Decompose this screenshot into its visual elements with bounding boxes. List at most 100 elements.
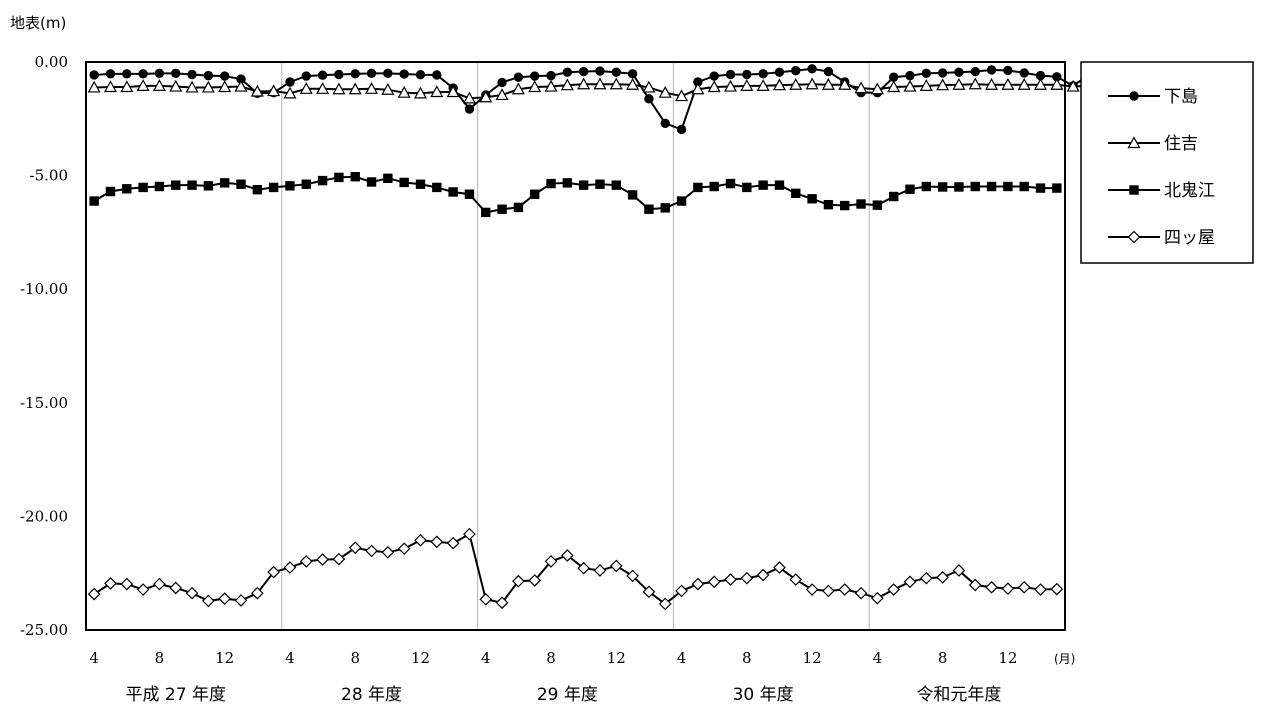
data-point	[203, 70, 214, 81]
data-point	[822, 584, 835, 598]
data-point	[463, 527, 476, 541]
fiscal-year-label: 30 年度	[733, 685, 794, 705]
data-point	[202, 594, 215, 608]
data-point	[821, 77, 835, 90]
data-point	[1003, 181, 1013, 192]
data-point	[317, 175, 328, 186]
data-point	[562, 178, 573, 188]
data-point	[219, 71, 230, 81]
x-tick-label: 8	[938, 649, 948, 667]
data-point	[937, 182, 948, 192]
data-point	[968, 578, 982, 592]
data-point	[1034, 77, 1048, 90]
data-point	[187, 69, 197, 80]
data-point	[285, 181, 295, 191]
data-point	[642, 585, 656, 599]
data-point	[497, 204, 507, 214]
data-point	[299, 555, 313, 568]
data-point	[725, 69, 736, 80]
data-point	[267, 84, 281, 97]
data-point	[1127, 136, 1141, 149]
data-point	[1050, 77, 1064, 90]
data-point	[154, 181, 165, 192]
data-point	[381, 82, 395, 95]
data-point	[185, 586, 199, 600]
data-point	[709, 181, 719, 192]
data-point	[578, 66, 589, 77]
x-axis-ticks: 4 8 12 4 8 12 4 8 12 4 8 12 4 8 12	[89, 649, 1017, 667]
data-point	[985, 77, 999, 90]
data-point	[888, 72, 899, 82]
data-point	[854, 81, 868, 94]
data-point	[136, 583, 150, 596]
data-point	[774, 180, 785, 190]
data-point	[544, 555, 558, 568]
data-point	[87, 80, 101, 93]
data-point	[283, 86, 297, 99]
data-point	[366, 177, 377, 187]
data-point	[823, 66, 834, 77]
x-tick-label: 4	[677, 649, 687, 667]
data-point	[122, 69, 132, 79]
data-point	[201, 80, 215, 93]
data-point	[87, 587, 101, 601]
data-point	[122, 184, 132, 194]
data-point	[1127, 230, 1141, 244]
data-point	[464, 104, 475, 114]
data-point	[756, 79, 770, 91]
data-point	[152, 79, 166, 91]
data-point	[546, 178, 556, 189]
data-point	[446, 536, 460, 550]
data-point	[136, 79, 150, 91]
data-point	[807, 64, 817, 74]
data-point	[725, 178, 736, 189]
data-point	[740, 79, 754, 91]
data-point	[285, 77, 295, 87]
data-point	[1019, 181, 1029, 192]
data-point	[138, 182, 148, 193]
data-point	[185, 80, 199, 93]
data-point	[691, 577, 705, 591]
data-point	[791, 65, 801, 76]
data-point	[1003, 65, 1013, 76]
data-point	[871, 591, 884, 605]
legend-item: 住吉	[1108, 134, 1198, 154]
x-tick-label: 12	[607, 649, 626, 667]
data-point	[970, 66, 980, 77]
legend-label: 四ッ屋	[1164, 228, 1215, 248]
data-point	[171, 180, 181, 190]
data-point	[675, 89, 689, 102]
data-point	[658, 597, 672, 611]
x-tick-label: 4	[89, 649, 99, 667]
legend-item: 四ッ屋	[1108, 228, 1215, 248]
data-point	[301, 179, 311, 189]
x-tick-label: 4	[873, 649, 883, 667]
data-point	[481, 207, 491, 218]
data-point	[578, 180, 589, 190]
data-point	[250, 84, 264, 97]
data-point	[218, 592, 232, 605]
data-point	[903, 575, 917, 589]
data-point	[332, 552, 346, 566]
data-point	[1066, 79, 1080, 92]
data-point	[838, 77, 852, 90]
data-point	[430, 535, 444, 549]
data-point	[399, 69, 409, 79]
data-point	[1035, 183, 1046, 193]
data-point	[740, 571, 754, 585]
data-point	[399, 177, 409, 188]
data-point	[595, 179, 605, 189]
data-point	[627, 69, 638, 79]
data-point	[120, 80, 134, 93]
data-point	[530, 71, 540, 81]
y-axis-label: 地表(m)	[10, 14, 66, 32]
y-tick-label: -25.00	[20, 621, 68, 639]
data-point	[838, 583, 852, 596]
data-point	[905, 70, 915, 81]
data-point	[138, 69, 148, 79]
x-tick-label: 8	[742, 649, 752, 667]
fiscal-year-gridlines	[281, 62, 870, 630]
data-point	[512, 574, 525, 588]
data-point	[1001, 77, 1015, 90]
